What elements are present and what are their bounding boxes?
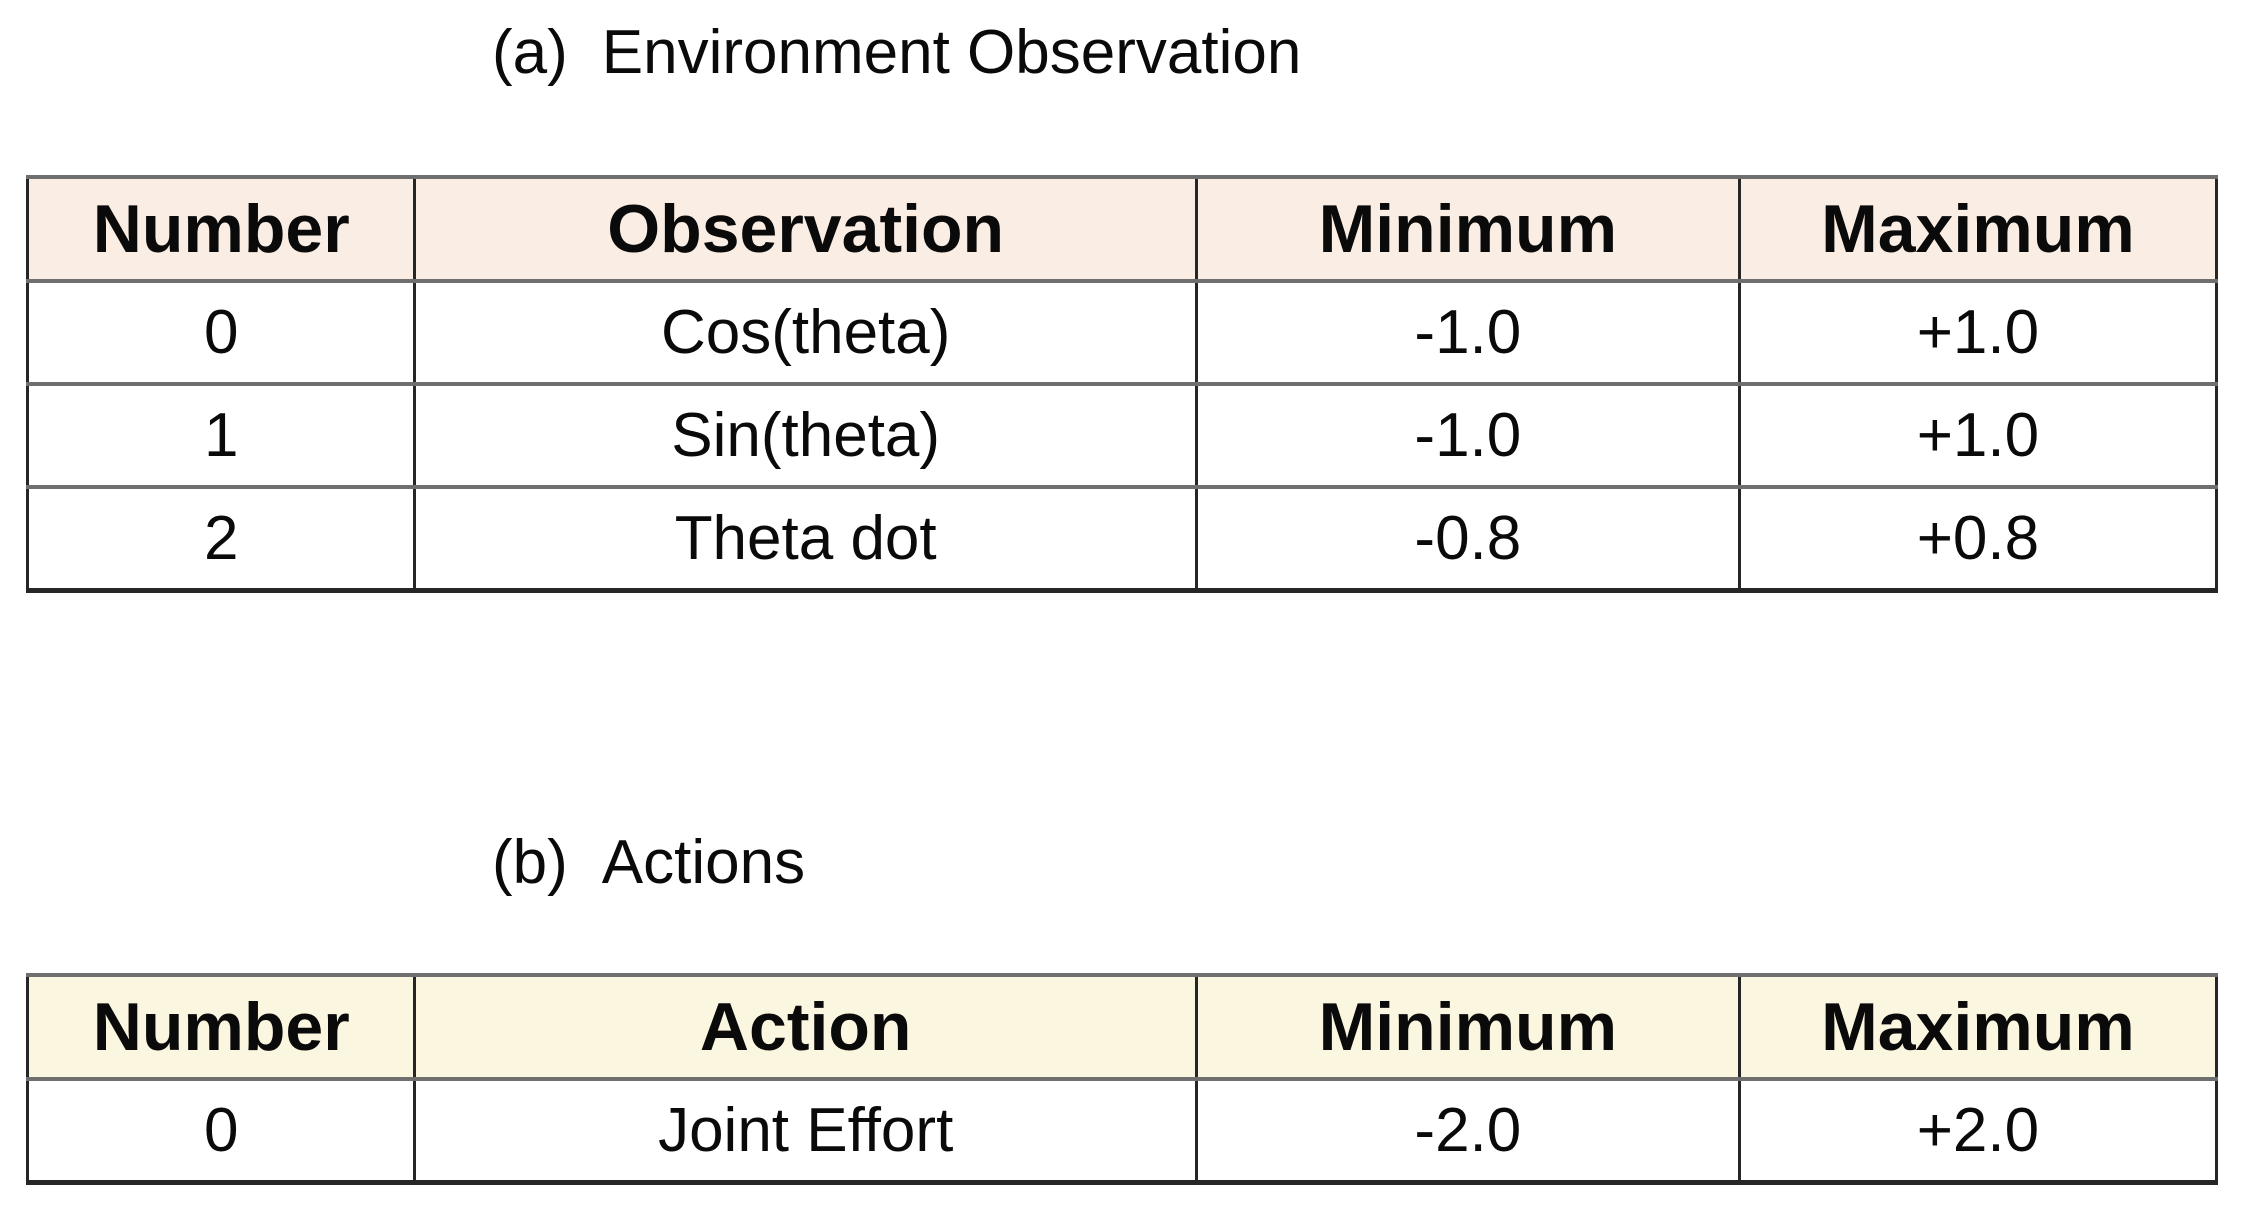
table-row: 1 Sin(theta) -1.0 +1.0: [25, 382, 2219, 489]
cell-maximum: +2.0: [1737, 1077, 2219, 1185]
cell-number: 1: [25, 382, 417, 489]
cell-minimum: -2.0: [1194, 1077, 1741, 1185]
cell-minimum: -1.0: [1194, 382, 1741, 489]
cell-observation: Sin(theta): [413, 382, 1198, 489]
caption-a-text: Environment Observation: [601, 18, 1302, 87]
cell-observation: Theta dot: [413, 485, 1198, 593]
table-row: 0 Cos(theta) -1.0 +1.0: [25, 279, 2219, 386]
actions-table: Number Action Minimum Maximum 0 Joint Ef…: [25, 973, 2219, 1185]
cell-minimum: -0.8: [1194, 485, 1741, 593]
cell-maximum: +1.0: [1737, 279, 2219, 386]
table-row: 2 Theta dot -0.8 +0.8: [25, 485, 2219, 593]
observation-table: Number Observation Minimum Maximum 0 Cos…: [25, 175, 2219, 593]
caption-a-prefix: (a): [492, 18, 568, 87]
actions-table-caption: (b) Actions: [492, 826, 805, 900]
act-header-action: Action: [413, 973, 1198, 1081]
caption-b-prefix: (b): [492, 828, 568, 897]
table-row: 0 Joint Effort -2.0 +2.0: [25, 1077, 2219, 1185]
cell-observation: Cos(theta): [413, 279, 1198, 386]
cell-number: 2: [25, 485, 417, 593]
obs-header-observation: Observation: [413, 175, 1198, 283]
cell-action: Joint Effort: [413, 1077, 1198, 1185]
obs-header-maximum: Maximum: [1737, 175, 2219, 283]
observation-table-caption: (a) Environment Observation: [492, 16, 1301, 90]
act-header-number: Number: [25, 973, 417, 1081]
cell-minimum: -1.0: [1194, 279, 1741, 386]
act-header-minimum: Minimum: [1194, 973, 1741, 1081]
actions-table-header-row: Number Action Minimum Maximum: [25, 973, 2219, 1081]
cell-maximum: +1.0: [1737, 382, 2219, 489]
obs-header-number: Number: [25, 175, 417, 283]
caption-b-text: Actions: [601, 828, 806, 897]
cell-number: 0: [25, 1077, 417, 1185]
observation-table-header-row: Number Observation Minimum Maximum: [25, 175, 2219, 283]
act-header-maximum: Maximum: [1737, 973, 2219, 1081]
cell-maximum: +0.8: [1737, 485, 2219, 593]
obs-header-minimum: Minimum: [1194, 175, 1741, 283]
cell-number: 0: [25, 279, 417, 386]
